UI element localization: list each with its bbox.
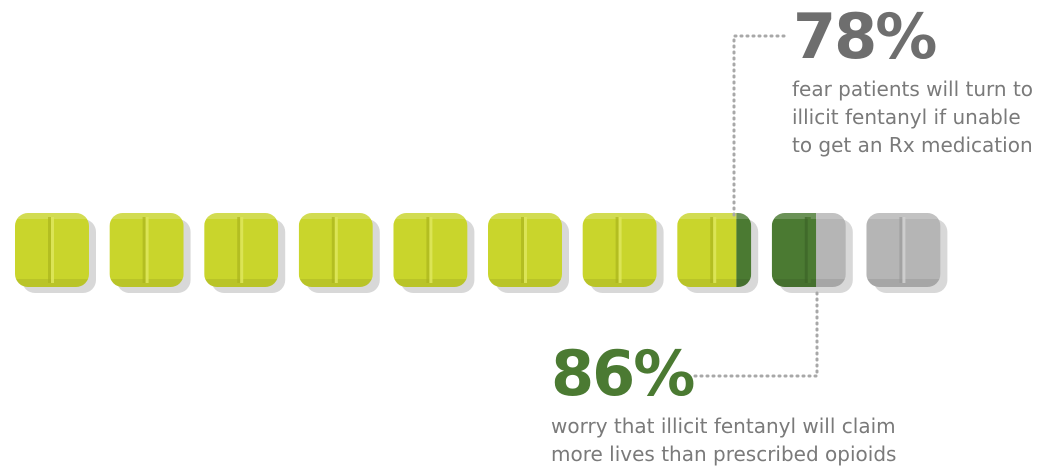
pill-score-light [807,217,811,283]
pill-icon [393,213,475,293]
stat-86-line-1: worry that illicit fentanyl will claim [551,414,896,438]
pill-icon [15,213,96,293]
pill-score-dark [142,217,146,283]
pill-bevel-top [393,213,468,219]
pill-icon [109,213,191,293]
pill-icon [866,213,948,293]
pill-bevel-top [488,213,562,219]
stat-78-value: 78% [793,0,937,73]
pill-score-dark [426,217,430,283]
pill-bevel-top [771,213,846,219]
pill-score-light [145,217,149,283]
stat-86-line-2: more lives than prescribed opioids [551,442,897,466]
pill-score-dark [899,217,903,283]
pill-icon [582,213,664,293]
pill-bevel-top [866,213,941,219]
pill-bevel-top [298,213,373,219]
pill-icon [677,213,759,293]
pill-segment [677,213,737,287]
stat-86-description: worry that illicit fentanyl will claim m… [551,412,971,468]
pill-score-dark [48,217,51,283]
pill-score-dark [521,217,524,283]
connector-86 [688,291,819,378]
pill-score-dark [615,217,619,283]
pill-score-light [429,217,433,283]
pill-score-light [240,217,244,283]
pill-score-dark [804,217,808,283]
pill-score-light [902,217,906,283]
pill-icon [771,213,853,293]
stat-86-value: 86% [551,337,695,410]
pill-bevel-top [204,213,279,219]
pill-bevel-top [109,213,184,219]
pill-score-light [618,217,622,283]
pill-score-light [524,217,527,283]
pill-score-light [51,217,54,283]
pill-icon [488,213,569,293]
pill-score-light [334,217,338,283]
stat-78-line-1: fear patients will turn to [792,77,1034,101]
pill-score-dark [710,217,714,283]
pill-segment [736,213,752,287]
stat-78-line-3: to get an Rx medication [792,133,1033,157]
pill-score-light [713,217,717,283]
pill-bevel-top [677,213,752,219]
stat-78-description: fear patients will turn to illicit fenta… [792,75,1064,159]
pill-segment [816,213,846,287]
pill-bevel-top [582,213,657,219]
pill-icon [298,213,380,293]
pill-body [677,213,752,287]
stat-78-line-2: illicit fentanyl if unable [792,105,1021,129]
pill-score-dark [237,217,241,283]
pill-bevel-top [15,213,89,219]
pill-icon [204,213,286,293]
connector-78 [732,34,790,217]
pill-score-dark [331,217,335,283]
